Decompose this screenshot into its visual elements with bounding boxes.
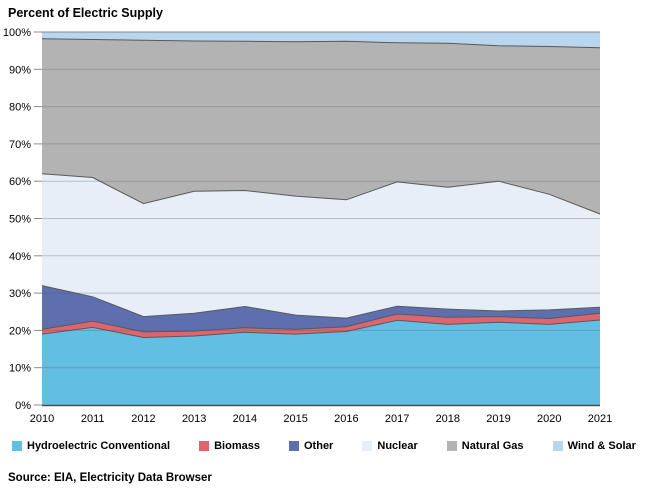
y-axis-label: 50% — [9, 214, 31, 226]
x-axis-label: 2021 — [588, 413, 612, 425]
x-axis-label: 2015 — [283, 413, 307, 425]
legend-label: Other — [304, 440, 334, 452]
y-axis-label: 20% — [9, 325, 31, 337]
legend-item-hydroelectric-conventional[interactable]: Hydroelectric Conventional — [12, 440, 170, 452]
y-axis-label: 60% — [9, 176, 31, 188]
x-axis-label: 2020 — [537, 413, 561, 425]
legend-swatch-icon — [199, 441, 210, 451]
area-nuclear — [42, 173, 600, 319]
x-axis-label: 2011 — [81, 413, 105, 425]
x-axis-label: 2013 — [182, 413, 206, 425]
source-note: Source: EIA, Electricity Data Browser — [8, 472, 212, 484]
area-other — [42, 285, 600, 332]
x-axis-label: 2019 — [486, 413, 510, 425]
y-axis-label: 40% — [9, 251, 31, 263]
y-axis-label: 80% — [9, 102, 31, 114]
legend-label: Wind & Solar — [567, 440, 636, 452]
y-axis-label: 10% — [9, 363, 31, 375]
legend-item-wind-solar[interactable]: Wind & Solar — [552, 440, 636, 452]
legend-item-other[interactable]: Other — [289, 440, 333, 452]
y-axis-label: 70% — [9, 139, 31, 151]
chart-legend: Hydroelectric Conventional Biomass Other Nu… — [12, 440, 636, 452]
legend-swatch-icon — [12, 441, 22, 451]
x-axis-label: 2012 — [131, 413, 155, 425]
y-axis-label: 30% — [9, 288, 31, 300]
legend-item-nuclear[interactable]: Nuclear — [362, 440, 418, 452]
legend-label: Nuclear — [377, 440, 418, 452]
legend-label: Biomass — [214, 440, 260, 452]
x-axis-label: 2016 — [334, 413, 358, 425]
legend-swatch-icon — [552, 441, 563, 451]
x-axis-label: 2010 — [30, 413, 54, 425]
series-boundary-line — [41, 38, 601, 49]
x-axis-label: 2014 — [233, 413, 257, 425]
series-boundary-line — [41, 319, 601, 339]
y-axis-label: 100% — [3, 27, 31, 39]
series-boundary-line — [41, 312, 601, 333]
series-boundary-line — [41, 173, 601, 215]
legend-swatch-icon — [362, 441, 373, 451]
area-hydroelectric-conventional — [42, 320, 600, 405]
y-axis-label: 0% — [15, 400, 31, 412]
legend-item-natural-gas[interactable]: Natural Gas — [446, 440, 524, 452]
x-axis-label: 2018 — [436, 413, 460, 425]
legend-label: Hydroelectric Conventional — [27, 440, 171, 452]
chart-title: Percent of Electric Supply — [8, 6, 163, 20]
x-axis-label: 2017 — [385, 413, 409, 425]
y-axis-label: 90% — [9, 64, 31, 76]
legend-swatch-icon — [289, 441, 299, 451]
legend-item-biomass[interactable]: Biomass — [199, 440, 260, 452]
legend-label: Natural Gas — [461, 440, 524, 452]
series-boundary-line — [41, 285, 601, 319]
stacked-area-chart: 0% 10% 20% 30% 40% 50% 60% 70% 80% 90% 100% 2010 201… — [3, 27, 612, 425]
legend-swatch-icon — [446, 441, 457, 451]
area-natural-gas — [42, 38, 600, 215]
